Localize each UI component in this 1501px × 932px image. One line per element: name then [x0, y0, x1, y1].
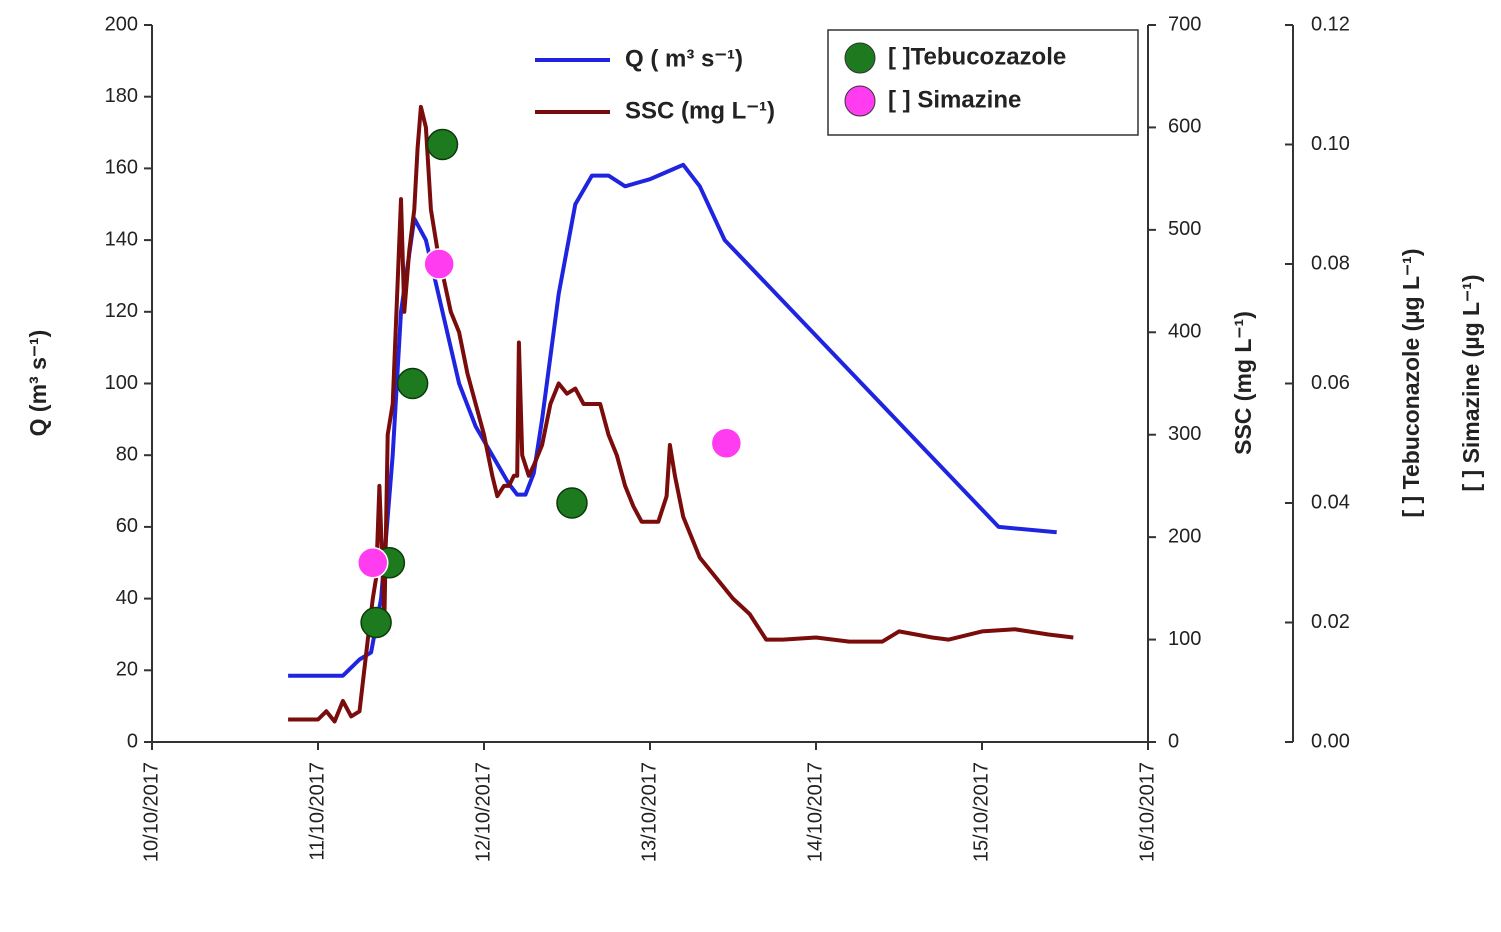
y-tick-label: 20 [116, 659, 138, 681]
data-point [426, 128, 459, 161]
y-axis-title: Q (m³ s⁻¹) [25, 330, 51, 437]
y3-tick-label: 0.10 [1311, 133, 1350, 155]
x-tick-label: 14/10/2017 [804, 762, 826, 862]
series-line [288, 104, 1074, 724]
y3-tick-label: 0.00 [1311, 730, 1350, 752]
y2-tick-label: 600 [1168, 116, 1201, 138]
x-tick-label: 10/10/2017 [140, 762, 162, 862]
legend-swatch [844, 85, 876, 117]
x-tick-label: 13/10/2017 [638, 762, 660, 862]
y-tick-label: 200 [105, 13, 138, 35]
y3-axis-title: [ ] Simazine (µg L⁻¹) [1458, 274, 1484, 491]
y-tick-label: 140 [105, 228, 138, 250]
legend-label: [ ]Tebucozazole [888, 43, 1066, 70]
y3-tick-label: 0.02 [1311, 611, 1350, 633]
y2-tick-label: 700 [1168, 13, 1201, 35]
x-tick-label: 11/10/2017 [306, 762, 328, 861]
y-tick-label: 0 [127, 730, 138, 752]
y2-axis-title: SSC (mg L⁻¹) [1230, 311, 1256, 455]
y2-tick-label: 400 [1168, 321, 1201, 343]
y2-tick-label: 100 [1168, 628, 1201, 650]
x-tick-label: 15/10/2017 [970, 762, 992, 862]
data-point [360, 606, 392, 639]
legend-box [827, 29, 1139, 136]
y-tick-label: 40 [116, 587, 138, 609]
y-tick-label: 60 [116, 515, 138, 537]
y2-tick-label: 200 [1168, 525, 1201, 547]
y2-tick-label: 300 [1168, 423, 1201, 445]
y-tick-label: 180 [105, 85, 138, 107]
y3-tick-label: 0.06 [1311, 372, 1350, 394]
data-point [357, 547, 389, 579]
y-tick-label: 120 [105, 300, 138, 322]
y3-tick-label: 0.04 [1311, 491, 1350, 513]
legend-label: Q ( m³ s⁻¹) [625, 45, 743, 72]
y-tick-label: 100 [105, 372, 138, 394]
x-tick-label: 16/10/2017 [1136, 762, 1158, 862]
y-tick-label: 160 [105, 157, 138, 179]
y3-tick-label: 0.12 [1311, 13, 1350, 35]
y2-tick-label: 0 [1168, 730, 1179, 752]
legend-swatch [844, 42, 876, 74]
y2-tick-label: 500 [1168, 218, 1201, 240]
legend-label: SSC (mg L⁻¹) [625, 97, 775, 124]
series-line [288, 162, 1057, 678]
data-point [710, 427, 743, 459]
y3-tick-label: 0.08 [1311, 252, 1350, 274]
data-point [556, 487, 588, 519]
data-point [396, 367, 429, 400]
y3-axis-title: [ ] Tebuconazole (µg L⁻¹) [1398, 249, 1424, 518]
x-tick-label: 12/10/2017 [472, 762, 494, 862]
y-tick-label: 80 [116, 443, 138, 465]
legend-label: [ ] Simazine [888, 86, 1021, 113]
data-point [423, 248, 455, 280]
